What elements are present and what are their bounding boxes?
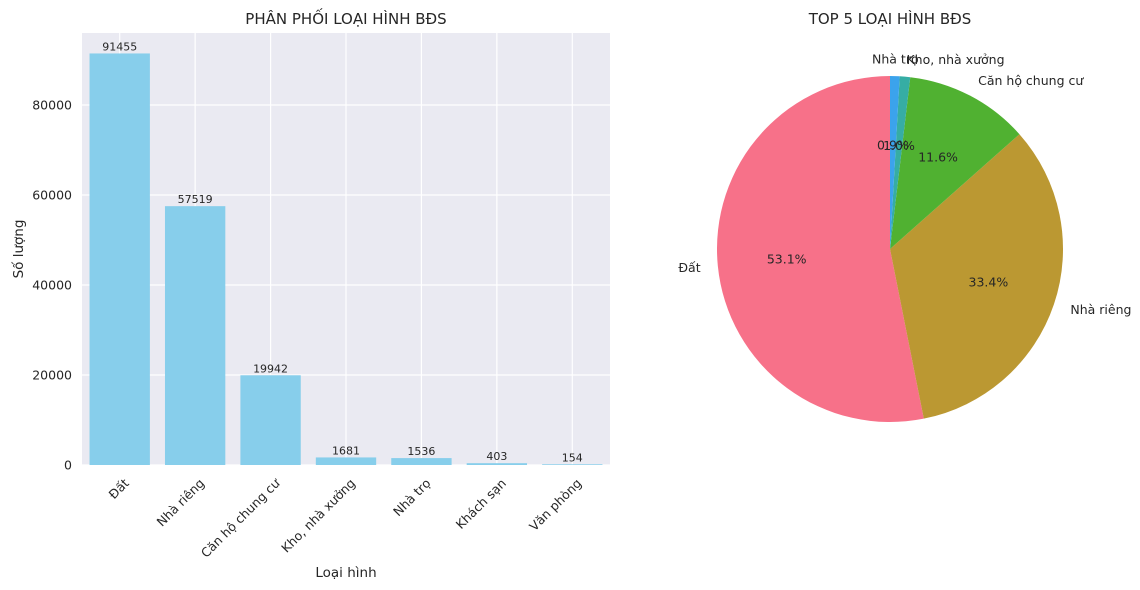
- bar: [391, 458, 452, 465]
- bar-data-label: 91455: [102, 40, 137, 53]
- x-tick-label: Khách sạn: [453, 476, 509, 532]
- pie-slice: [890, 76, 900, 249]
- bar: [542, 464, 603, 465]
- bar: [240, 375, 301, 465]
- bar-data-label: 154: [562, 451, 583, 464]
- bar-y-axis-label: Số lượng: [10, 220, 27, 279]
- pie-slice-label: Căn hộ chung cư: [978, 73, 1084, 88]
- bar: [466, 463, 528, 465]
- pie-percent-label: 33.4%: [969, 275, 1009, 290]
- pie-percent-label: 0.9%: [877, 138, 909, 153]
- bar-data-label: 19942: [253, 362, 288, 375]
- bar-data-labels: 91455 57519 19942 1681 1536 403 154: [102, 40, 583, 464]
- pie-slice-label: Nhà trọ: [872, 51, 919, 66]
- bar-data-label: 1536: [407, 445, 435, 458]
- bar-data-label: 1681: [332, 444, 360, 457]
- pie-slices: [716, 76, 1064, 422]
- pie-slice: [890, 76, 911, 249]
- x-tick-label: Nhà trọ: [390, 476, 434, 520]
- pie-slice-label: Đất: [678, 260, 700, 275]
- bar: [315, 457, 377, 465]
- y-tick-label: 60000: [32, 188, 72, 203]
- pie-slice: [890, 77, 1020, 250]
- y-tick-label: 80000: [32, 98, 72, 113]
- bar-y-tick-labels: 0 20000 40000 60000 80000: [32, 98, 72, 473]
- bar-data-label: 403: [486, 450, 507, 463]
- pie-chart-title: TOP 5 LOẠI HÌNH BĐS: [808, 9, 972, 28]
- pie-chart: TOP 5 LOẠI HÌNH BĐS Đất Nhà riêng Căn hộ c…: [678, 9, 1131, 422]
- bar-x-axis-label: Loại hình: [315, 565, 376, 581]
- y-tick-label: 40000: [32, 278, 72, 293]
- y-tick-label: 0: [64, 458, 72, 473]
- x-tick-label: Kho, nhà xưởng: [278, 476, 358, 556]
- bar-data-label: 57519: [178, 193, 213, 206]
- y-tick-label: 20000: [32, 368, 72, 383]
- x-tick-label: Văn phòng: [526, 476, 584, 534]
- bar-chart-title: PHÂN PHỐI LOẠI HÌNH BĐS: [245, 7, 446, 28]
- x-tick-label: Căn hộ chung cư: [198, 475, 284, 561]
- pie-slice: [890, 134, 1064, 419]
- pie-slice-label: Nhà riêng: [1070, 302, 1131, 317]
- pie-slice-label: Kho, nhà xưởng: [906, 52, 1004, 67]
- x-tick-label: Nhà riêng: [153, 476, 207, 530]
- bar-series: [89, 53, 603, 466]
- pie-percent-label: 1.0%: [883, 138, 915, 153]
- bar: [164, 206, 226, 466]
- pie-slice-labels: Đất Nhà riêng Căn hộ chung cư Kho, nhà xưởn…: [678, 51, 1131, 317]
- x-tick-label: Đất: [105, 475, 131, 501]
- pie-slice: [716, 76, 924, 422]
- bar-chart: 91455 57519 19942 1681 1536 403 154 0 20000 4000…: [10, 7, 610, 581]
- pie-percent-labels: 53.1% 33.4% 11.6%1.0%0.9%: [767, 138, 1009, 290]
- bar: [89, 53, 150, 465]
- pie-percent-label: 53.1%: [767, 252, 807, 267]
- pie-percent-label: 11.6%: [918, 149, 958, 164]
